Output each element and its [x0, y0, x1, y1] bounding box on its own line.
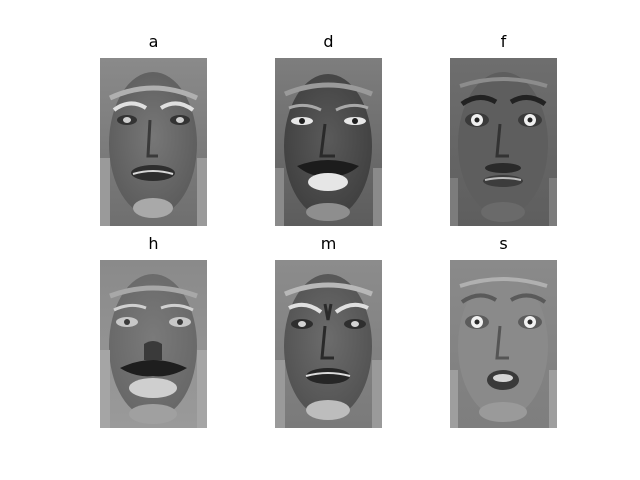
- face-image-m: [275, 260, 382, 428]
- panel-a: a: [100, 33, 207, 228]
- face-image-f: [450, 58, 557, 226]
- panel-s: s: [450, 235, 557, 430]
- panel-title-s: s: [499, 234, 508, 253]
- panel-title-f: f: [500, 32, 507, 51]
- panel-title-m: m: [320, 234, 337, 253]
- face-image-a: [100, 58, 207, 226]
- panel-title-h: h: [148, 234, 159, 253]
- panel-h: h: [100, 235, 207, 430]
- face-image-h: [100, 260, 207, 428]
- panel-f: f: [450, 33, 557, 228]
- panel-title-a: a: [148, 32, 159, 51]
- panel-title-d: d: [323, 32, 334, 51]
- face-image-s: [450, 260, 557, 428]
- panel-m: m: [275, 235, 382, 430]
- panel-d: d: [275, 33, 382, 228]
- face-image-d: [275, 58, 382, 226]
